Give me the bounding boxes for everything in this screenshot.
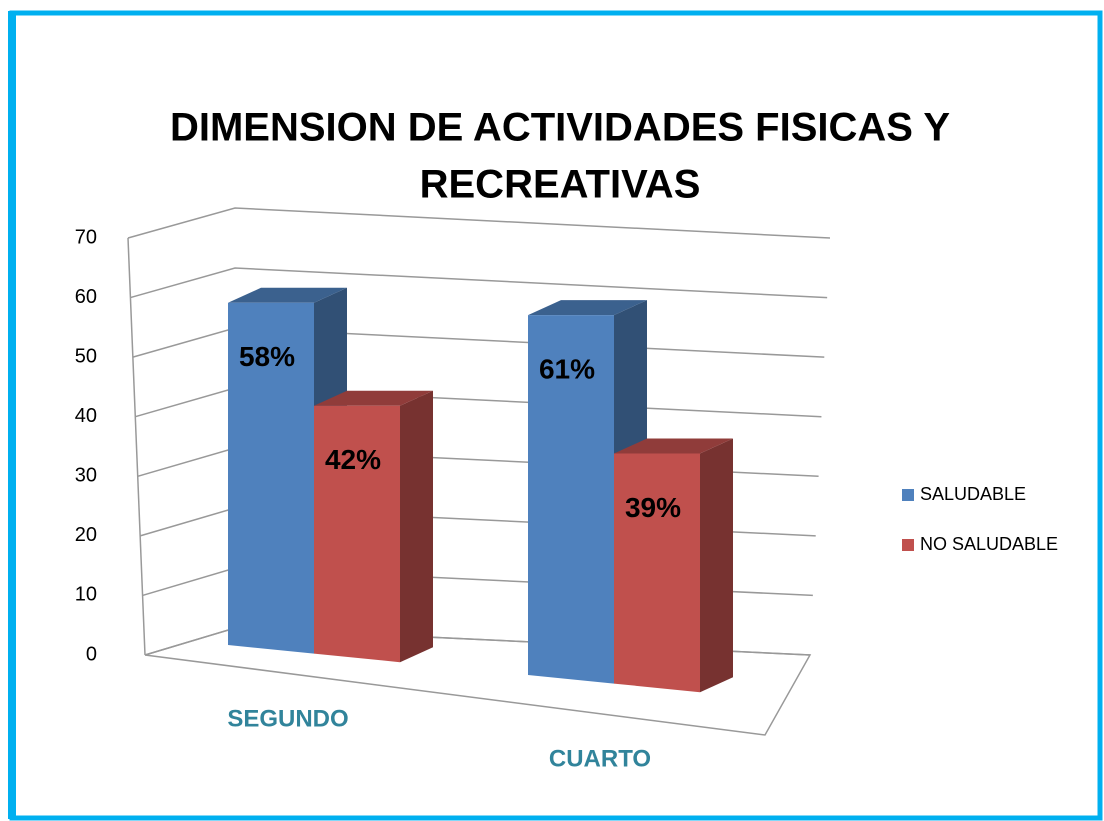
y-tick-label: 60: [75, 286, 97, 308]
data-label: 42%: [325, 444, 381, 475]
y-tick-label: 70: [75, 226, 97, 248]
bar-top: [614, 438, 733, 454]
legend-label: NO SALUDABLE: [920, 534, 1058, 554]
y-tick-label: 30: [75, 465, 97, 487]
y-tick-label: 50: [75, 345, 97, 367]
legend-label: SALUDABLE: [920, 484, 1026, 504]
bar: [528, 315, 614, 684]
y-tick-label: 0: [86, 643, 97, 665]
bar: [614, 453, 700, 693]
data-label: 58%: [239, 341, 295, 372]
legend-swatch: [902, 539, 914, 551]
grid-line: [127, 207, 831, 239]
grid-line: [130, 267, 828, 299]
bar: [314, 405, 400, 663]
bar: [228, 302, 314, 654]
bar-side: [700, 438, 733, 693]
bar-side: [400, 390, 433, 663]
chart-title: DIMENSION DE ACTIVIDADES FISICAS Y: [170, 106, 950, 150]
legend-swatch: [902, 489, 914, 501]
x-tick-label: CUARTO: [549, 745, 651, 772]
y-tick-label: 20: [75, 524, 97, 546]
x-tick-label: SEGUNDO: [227, 705, 348, 732]
bar-top: [228, 287, 347, 303]
y-tick-label: 40: [75, 405, 97, 427]
bar-top: [528, 300, 647, 316]
data-label: 61%: [539, 353, 595, 384]
chart-title: RECREATIVAS: [420, 163, 701, 207]
side-wall-edge: [127, 237, 146, 656]
bar-top: [314, 390, 433, 406]
y-tick-label: 10: [75, 584, 97, 606]
frame-left: [8, 11, 16, 819]
data-label: 39%: [625, 492, 681, 523]
